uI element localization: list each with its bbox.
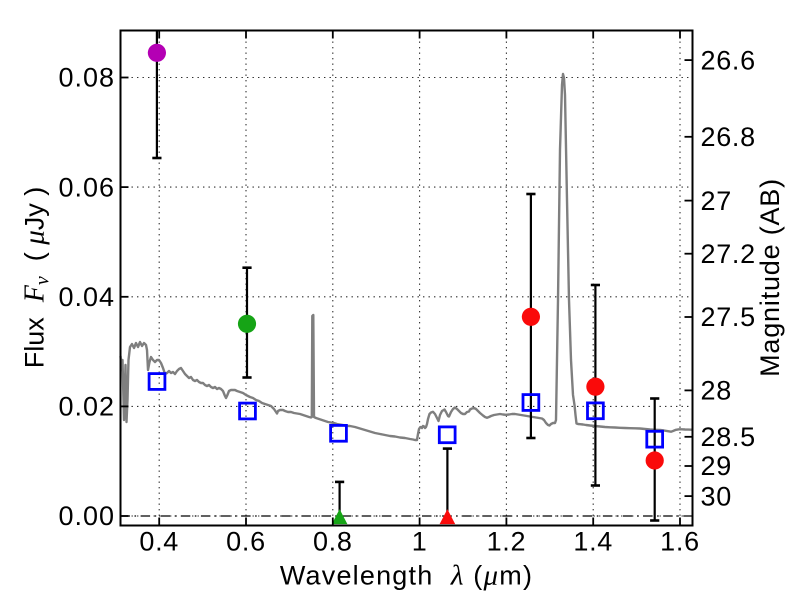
svg-text:0.02: 0.02 <box>58 392 115 422</box>
svg-text:1.2: 1.2 <box>487 526 527 556</box>
svg-text:27.5: 27.5 <box>701 302 756 332</box>
svg-text:0.08: 0.08 <box>58 63 115 93</box>
svg-text:28: 28 <box>701 376 732 406</box>
svg-text:0.6: 0.6 <box>226 526 266 556</box>
svg-text:Magnitude (AB): Magnitude (AB) <box>755 178 785 377</box>
svg-text:27.2: 27.2 <box>701 239 756 269</box>
svg-text:28.5: 28.5 <box>701 422 756 452</box>
svg-text:26.6: 26.6 <box>701 45 756 75</box>
svg-text:29: 29 <box>701 451 732 481</box>
svg-text:0.8: 0.8 <box>313 526 353 556</box>
svg-text:1.6: 1.6 <box>660 526 700 556</box>
svg-text:0.00: 0.00 <box>58 501 115 531</box>
svg-text:0.04: 0.04 <box>58 282 115 312</box>
svg-text:1.4: 1.4 <box>573 526 613 556</box>
svg-text:1: 1 <box>412 526 428 556</box>
svg-text:0.4: 0.4 <box>139 526 179 556</box>
svg-text:30: 30 <box>701 481 732 511</box>
svg-text:0.06: 0.06 <box>58 172 115 202</box>
svg-text:27: 27 <box>701 186 732 216</box>
svg-text:26.8: 26.8 <box>701 122 756 152</box>
svg-text:Wavelength λ (μm): Wavelength λ (μm) <box>280 560 533 592</box>
